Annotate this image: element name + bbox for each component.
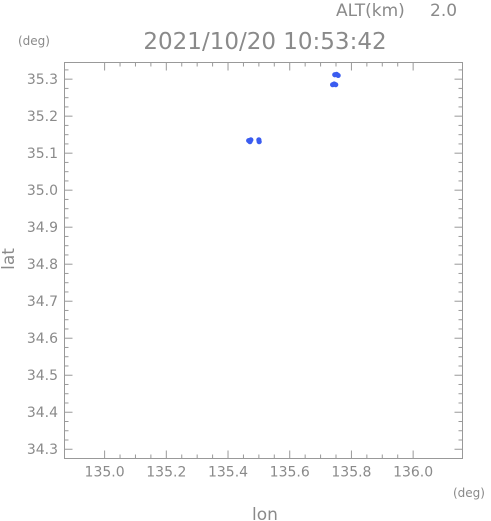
y-axis-label: lat [0, 248, 19, 270]
x-tick-label: 135.8 [331, 465, 371, 481]
y-tick-labels: 35.3 35.2 35.1 35.0 34.9 34.8 34.7 34.6 34.5 34.4… [27, 72, 58, 458]
x-axis-label: lon [252, 505, 278, 521]
axis-ticks [64, 62, 463, 459]
y-tick-label: 34.7 [27, 294, 58, 310]
x-tick-label: 135.4 [208, 465, 248, 481]
altitude-label: ALT(km) [336, 1, 405, 21]
y-axis-unit: (deg) [18, 34, 50, 48]
y-tick-label: 35.1 [27, 146, 58, 162]
x-tick-label: 135.2 [146, 465, 186, 481]
y-tick-label: 35.2 [27, 109, 58, 125]
data-point [335, 72, 341, 79]
x-tick-label: 136.0 [393, 465, 433, 481]
data-point [256, 139, 262, 145]
chart-title: 2021/10/20 10:53:42 [143, 29, 386, 55]
y-tick-label: 34.6 [27, 331, 58, 347]
y-tick-label: 34.5 [27, 368, 58, 384]
x-tick-label: 135.0 [85, 465, 125, 481]
y-tick-label: 34.8 [27, 257, 58, 273]
y-tick-label: 34.9 [27, 220, 58, 236]
y-tick-label: 34.4 [27, 405, 58, 421]
plot-frame [64, 62, 463, 459]
y-tick-label: 34.3 [27, 442, 58, 458]
y-tick-label: 35.3 [27, 72, 58, 88]
data-point [333, 82, 339, 88]
data-points [246, 71, 341, 145]
x-axis-unit: (deg) [453, 486, 485, 500]
x-tick-label: 135.6 [270, 465, 310, 481]
altitude-value: 2.0 [430, 1, 457, 21]
data-point [248, 137, 254, 143]
y-tick-label: 35.0 [27, 183, 58, 199]
x-tick-labels: 135.0 135.2 135.4 135.6 135.8 136.0 [85, 465, 434, 481]
